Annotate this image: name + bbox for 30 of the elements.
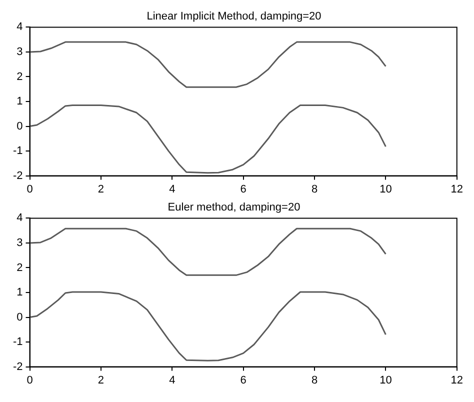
- x-tick-label: 0: [26, 183, 33, 196]
- x-tick-label: 6: [240, 374, 246, 386]
- x-tick-label: 6: [240, 183, 246, 196]
- y-tick-label: -1: [13, 145, 23, 158]
- y-tick-label: 0: [16, 120, 23, 132]
- y-tick-label: 1: [16, 286, 23, 299]
- y-tick-label: -2: [13, 170, 23, 182]
- x-tick-label: 12: [450, 183, 464, 196]
- y-tick-label: -2: [13, 360, 23, 373]
- y-tick-label: 4: [16, 21, 23, 34]
- chart-title: Euler method, damping=20: [168, 202, 300, 214]
- y-tick-label: 2: [16, 70, 23, 83]
- chart-title: Linear Implicit Method, damping=20: [146, 10, 322, 23]
- x-tick-label: 2: [98, 374, 104, 386]
- x-tick-label: 10: [380, 374, 392, 386]
- x-tick-label: 4: [169, 374, 176, 386]
- x-tick-label: 8: [311, 183, 318, 196]
- x-tick-label: 0: [26, 374, 33, 386]
- x-tick-label: 8: [311, 374, 318, 386]
- y-tick-label: 3: [16, 46, 23, 58]
- y-tick-label: -1: [13, 336, 23, 348]
- y-tick-label: 0: [16, 311, 23, 324]
- x-tick-label: 12: [450, 374, 464, 386]
- x-tick-label: 2: [98, 183, 104, 196]
- x-tick-label: 10: [380, 183, 392, 196]
- x-tick-label: 4: [169, 183, 176, 196]
- y-tick-label: 4: [16, 212, 23, 224]
- y-tick-label: 3: [16, 237, 23, 249]
- y-tick-label: 2: [16, 262, 23, 274]
- y-tick-label: 1: [16, 96, 23, 108]
